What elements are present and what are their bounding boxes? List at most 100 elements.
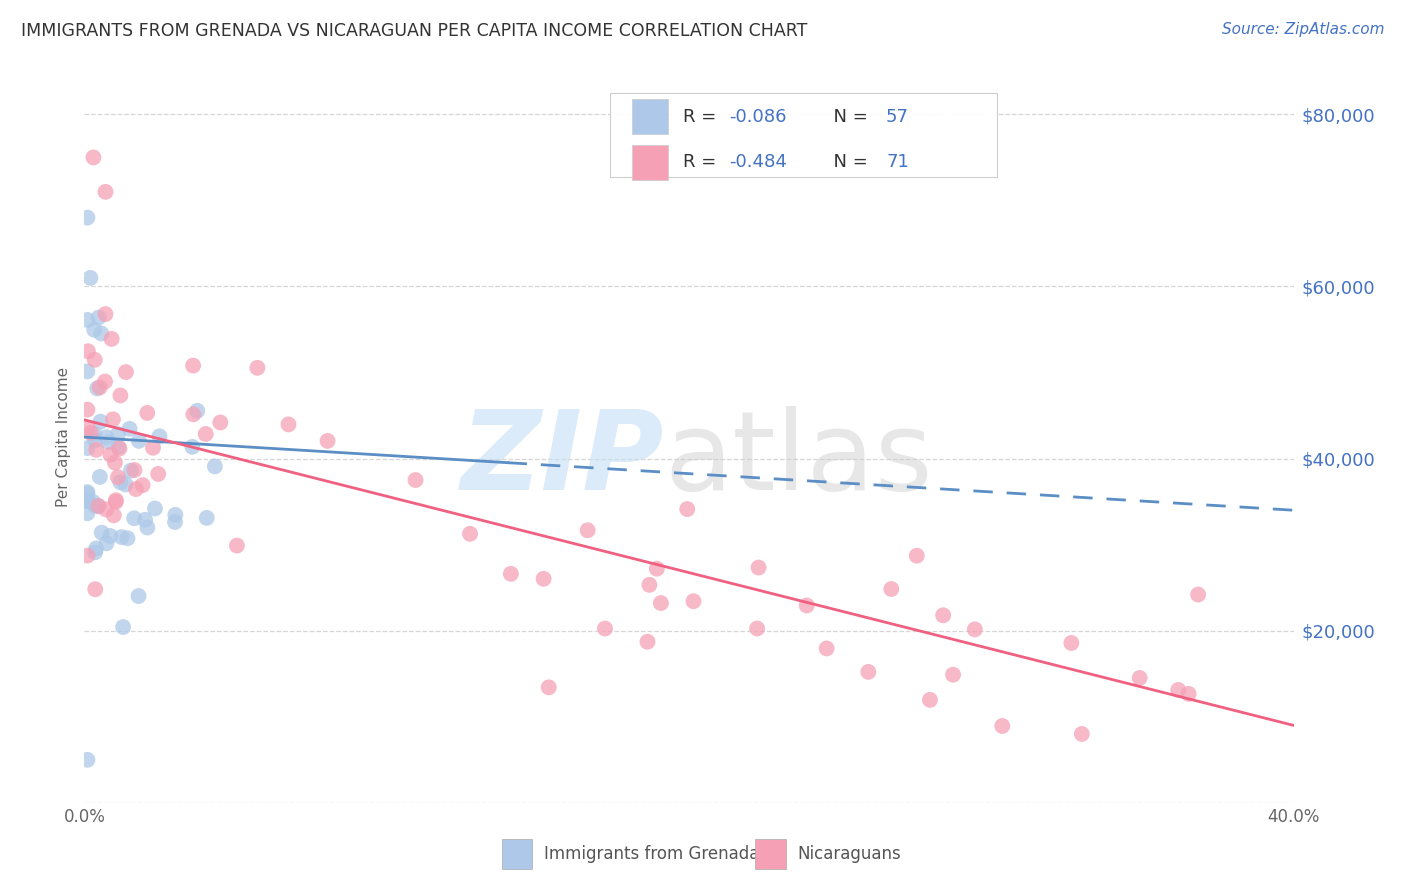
Point [87, 500, 110, 514]
Point [89, 380, 111, 394]
Point [104, 456, 127, 470]
Point [796, 599, 818, 613]
Point [120, 464, 142, 478]
Point [76, 493, 98, 508]
Y-axis label: Per Capita Income: Per Capita Income [56, 367, 72, 508]
Bar [755, 839, 786, 869]
Point [932, 608, 955, 623]
Point [107, 470, 129, 484]
Point [108, 442, 131, 456]
Point [103, 508, 125, 523]
Point [94, 375, 117, 389]
Point [84, 434, 107, 448]
Point [84, 582, 107, 597]
Point [107, 427, 129, 442]
Point [148, 467, 170, 481]
Point [76, 506, 98, 520]
Text: N =: N = [823, 153, 873, 171]
Point [131, 478, 153, 492]
Point [94, 502, 117, 516]
Point [905, 549, 928, 563]
Point [128, 434, 150, 448]
Point [246, 360, 269, 375]
Point [136, 406, 159, 420]
Point [76, 549, 98, 563]
Point [112, 620, 135, 634]
Point [1060, 636, 1083, 650]
Point [593, 622, 616, 636]
Point [1177, 687, 1199, 701]
Point [94, 185, 117, 199]
Point [942, 667, 965, 681]
Point [104, 493, 127, 508]
Point [122, 511, 145, 525]
Text: Immigrants from Grenada: Immigrants from Grenada [544, 845, 759, 863]
Point [83, 323, 105, 337]
Point [84, 541, 107, 556]
Point [104, 495, 127, 509]
Text: 57: 57 [886, 108, 910, 126]
Point [858, 665, 880, 679]
Point [96, 430, 118, 444]
Point [676, 502, 699, 516]
Point [918, 693, 941, 707]
Point [815, 641, 838, 656]
Point [100, 332, 122, 346]
Point [638, 578, 661, 592]
Point [76, 753, 98, 767]
Point [163, 515, 186, 529]
Text: N =: N = [823, 108, 873, 126]
Point [991, 719, 1014, 733]
Point [748, 560, 770, 574]
Text: R =: R = [683, 153, 721, 171]
Point [226, 539, 249, 553]
Point [880, 582, 903, 596]
Point [576, 523, 599, 537]
Point [537, 681, 560, 695]
Point [90, 525, 112, 540]
Point [143, 501, 166, 516]
Point [100, 448, 122, 462]
Point [76, 420, 98, 434]
Point [194, 427, 217, 442]
Point [458, 526, 481, 541]
Point [115, 365, 138, 379]
Point [405, 473, 427, 487]
Point [125, 482, 148, 496]
Point [83, 426, 105, 441]
Point [96, 536, 118, 550]
Point [747, 622, 769, 636]
Point [84, 442, 107, 457]
Point [316, 434, 339, 448]
Point [94, 307, 117, 321]
Point [128, 589, 150, 603]
Text: R =: R = [683, 108, 721, 126]
Point [90, 326, 112, 341]
Point [80, 425, 103, 440]
Text: Nicaraguans: Nicaraguans [797, 845, 901, 863]
Point [165, 508, 187, 522]
Point [89, 470, 111, 484]
Point [84, 545, 107, 559]
Point [97, 435, 120, 450]
Point [499, 566, 522, 581]
Point [1129, 671, 1152, 685]
Point [183, 407, 205, 421]
Point [76, 313, 98, 327]
Text: -0.086: -0.086 [728, 108, 786, 126]
Point [533, 572, 555, 586]
Text: IMMIGRANTS FROM GRENADA VS NICARAGUAN PER CAPITA INCOME CORRELATION CHART: IMMIGRANTS FROM GRENADA VS NICARAGUAN PE… [21, 22, 807, 40]
Point [76, 364, 98, 378]
Text: ZIP: ZIP [461, 406, 665, 513]
Point [77, 344, 100, 359]
Point [682, 594, 704, 608]
Point [181, 359, 204, 373]
Point [124, 463, 146, 477]
Bar [633, 99, 668, 135]
Point [963, 623, 986, 637]
Point [107, 440, 129, 454]
Bar [502, 839, 531, 869]
Bar [633, 145, 668, 180]
Point [1070, 727, 1092, 741]
Point [637, 634, 659, 648]
